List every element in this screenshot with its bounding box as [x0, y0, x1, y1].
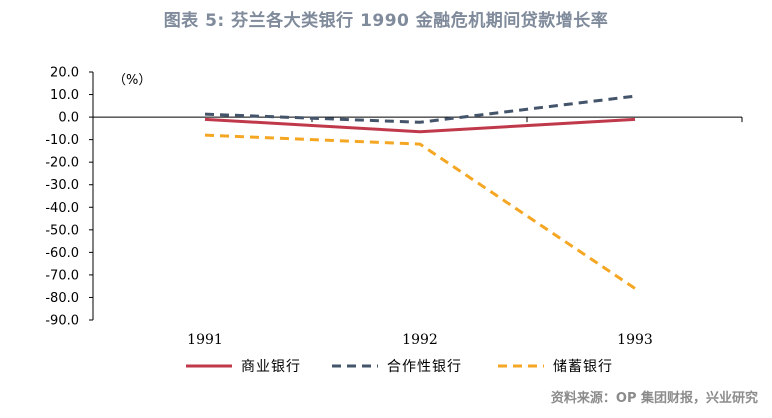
chart-title: 图表 5: 芬兰各大类银行 1990 金融危机期间贷款增长率: [163, 11, 609, 31]
y-tick-label: 10.0: [50, 88, 79, 103]
x-tick-label: 1993: [617, 332, 653, 348]
y-tick-label: 0.0: [58, 111, 79, 126]
legend: 商业银行 合作性银行 储蓄银行: [186, 359, 613, 375]
y-tick-label: 20.0: [50, 66, 79, 81]
series-lines: [204, 94, 636, 290]
y-unit-label: （%）: [113, 73, 151, 88]
y-tick-label: -10.0: [45, 133, 79, 148]
y-tick-label: -90.0: [45, 314, 79, 329]
legend-label: 合作性银行: [387, 359, 462, 375]
series-line: [204, 117, 636, 134]
legend-label: 商业银行: [241, 359, 301, 375]
x-tick-label: 1992: [402, 332, 438, 348]
y-tick-label: -50.0: [45, 223, 79, 238]
series-line: [204, 133, 636, 290]
source-note: 资料来源：OP 集团财报，兴业研究: [550, 391, 758, 406]
y-tick-label: -70.0: [45, 268, 79, 283]
x-tick-label: 1991: [187, 332, 223, 348]
y-tick-label: -80.0: [45, 291, 79, 306]
series-line: [204, 94, 636, 124]
y-tick-label: -60.0: [45, 246, 79, 261]
x-tick-labels: 1991 1992 1993: [187, 332, 653, 348]
y-tick-label: -30.0: [45, 178, 79, 193]
y-tick-labels: 20.0 10.0 0.0 -10.0 -20.0 -30.0 -40.0 -50.0 -60.…: [45, 66, 79, 329]
legend-label: 储蓄银行: [553, 359, 613, 375]
axes: [89, 71, 743, 321]
y-tick-label: -20.0: [45, 156, 79, 171]
y-tick-label: -40.0: [45, 201, 79, 216]
